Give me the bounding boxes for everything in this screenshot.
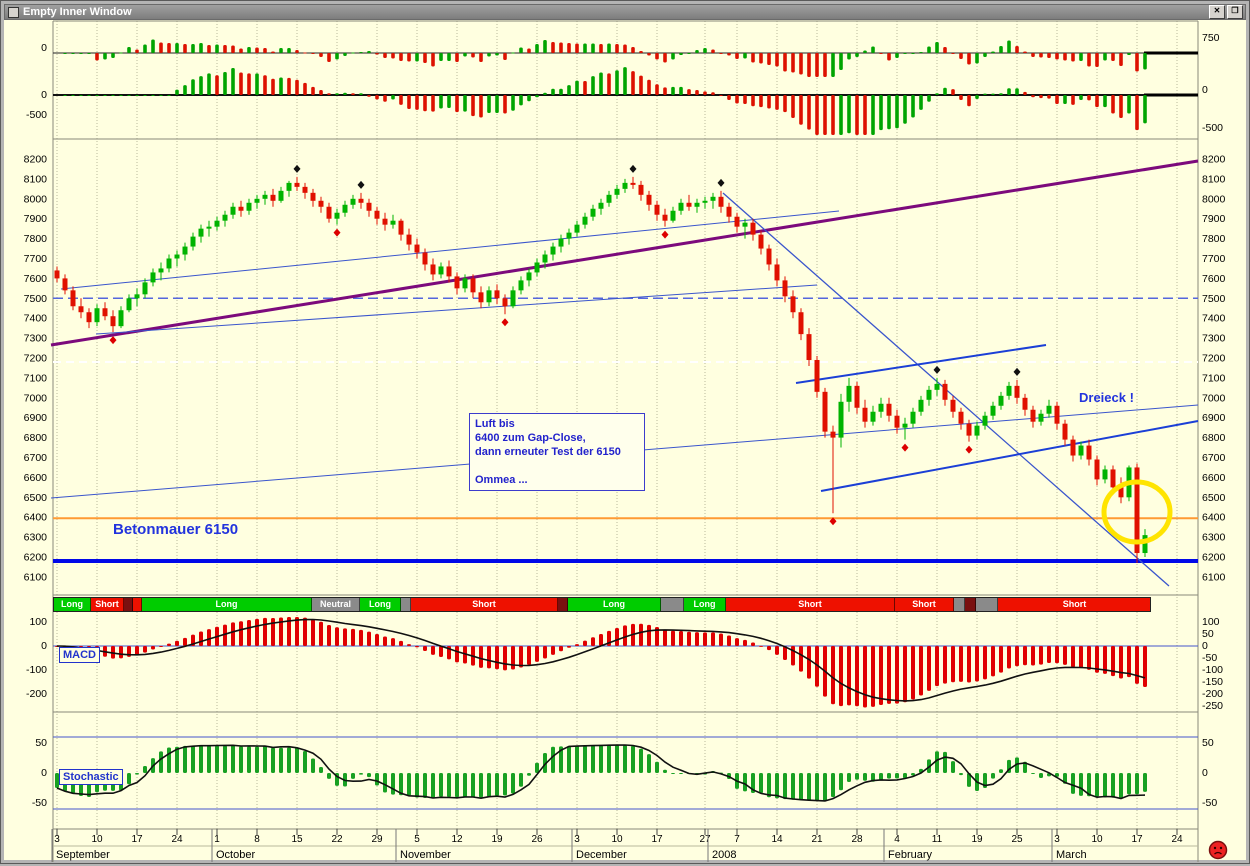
stochastic-panel-label: Stochastic bbox=[59, 769, 123, 785]
signal-segment bbox=[124, 598, 133, 611]
signal-segment-short: Short bbox=[91, 598, 124, 611]
signal-segment bbox=[661, 598, 684, 611]
signal-segment-long: Long bbox=[684, 598, 726, 611]
signal-segment bbox=[954, 598, 965, 611]
chart-note-annotation[interactable]: Luft bis 6400 zum Gap-Close, dann erneut… bbox=[469, 413, 645, 491]
note-line: dann erneuter Test der 6150 bbox=[475, 446, 621, 458]
signal-segment-long: Long bbox=[568, 598, 661, 611]
note-line: Luft bis bbox=[475, 418, 515, 430]
signal-segment-long: Long bbox=[360, 598, 401, 611]
signal-segment-long: Long bbox=[54, 598, 91, 611]
sad-smiley-icon[interactable] bbox=[1207, 839, 1231, 861]
note-line: Ommea ... bbox=[475, 474, 528, 486]
betonmauer-annotation[interactable]: Betonmauer 6150 bbox=[113, 521, 239, 538]
signal-segment-neutral: Neutral bbox=[312, 598, 360, 611]
signal-segment-short: Short bbox=[998, 598, 1150, 611]
signal-segment-short: Short bbox=[895, 598, 954, 611]
window-title: Empty Inner Window bbox=[23, 6, 132, 18]
title-bar[interactable]: Empty Inner Window ✕ ❐ bbox=[4, 4, 1246, 20]
signal-segment-short: Short bbox=[411, 598, 558, 611]
restore-icon[interactable]: ❐ bbox=[1227, 5, 1243, 19]
signal-segment bbox=[965, 598, 976, 611]
signal-segment bbox=[133, 598, 142, 611]
signal-strip: Long Short Long Neutral Long Short Long Long Sho… bbox=[53, 597, 1151, 612]
signal-segment bbox=[401, 598, 411, 611]
note-line: 6400 zum Gap-Close, bbox=[475, 432, 586, 444]
signal-segment bbox=[558, 598, 568, 611]
note-line bbox=[475, 459, 639, 473]
signal-segment-short: Short bbox=[726, 598, 895, 611]
close-icon[interactable]: ✕ bbox=[1209, 5, 1225, 19]
signal-segment bbox=[976, 598, 998, 611]
macd-panel-label: MACD bbox=[59, 647, 100, 663]
window-icon bbox=[8, 6, 19, 18]
dreieck-annotation[interactable]: Dreieck ! bbox=[1079, 390, 1134, 405]
signal-segment-long: Long bbox=[142, 598, 312, 611]
